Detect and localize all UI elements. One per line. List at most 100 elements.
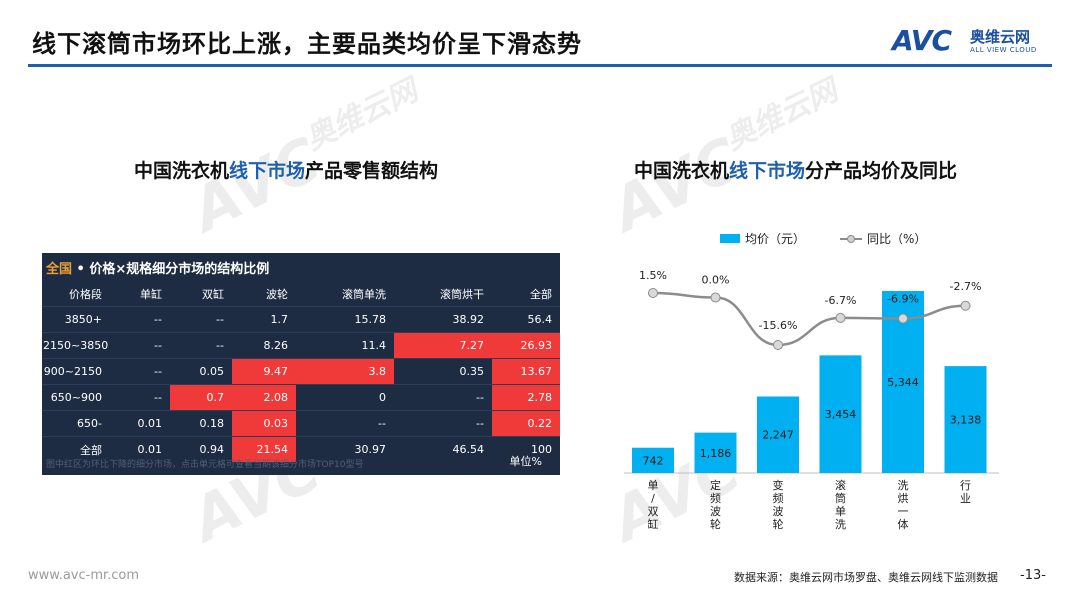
title-divider xyxy=(28,64,1052,67)
table-cell[interactable]: 0.35 xyxy=(394,358,492,385)
bar xyxy=(944,366,987,473)
footer-url[interactable]: www.avc-mr.com xyxy=(28,568,140,583)
table-cell[interactable]: 0.94 xyxy=(170,436,232,462)
table-cell[interactable]: -- xyxy=(394,384,492,411)
table-cell[interactable]: 30.97 xyxy=(296,436,394,462)
col-header: 价格段 xyxy=(69,287,102,301)
brand-logo[interactable]: AVC 奥维云网 ALL VIEW CLOUD xyxy=(892,24,1052,58)
right-chart-title: 中国洗衣机线下市场分产品均价及同比 xyxy=(634,156,957,183)
table-row: 2150~3850 -- -- 8.26 11.4 7.27 26.93 xyxy=(42,332,560,359)
logo-cn-text: 奥维云网 xyxy=(970,28,1031,46)
table-cell[interactable]: 0.05 xyxy=(170,358,232,385)
table-cell[interactable]: 21.54 xyxy=(232,436,296,462)
yoy-value-label: 1.5% xyxy=(639,269,667,282)
legend-label-line: 同比（%） xyxy=(867,232,926,246)
yoy-value-label: 0.0% xyxy=(702,274,730,287)
col-header: 全部 xyxy=(530,287,552,301)
table-cell[interactable]: 38.92 xyxy=(394,306,492,333)
table-cell[interactable]: 11.4 xyxy=(296,332,394,359)
table-row: 3850+ -- -- 1.7 15.78 38.92 56.4 xyxy=(42,306,560,333)
yoy-point xyxy=(710,292,721,303)
table-row: 650~900 -- 0.7 2.08 0 -- 2.78 xyxy=(42,384,560,411)
table-cell[interactable]: 0 xyxy=(296,384,394,411)
table-header-row: 价格段 单缸 双缸 波轮 滚筒单洗 滚筒烘干 全部 xyxy=(42,281,560,307)
watermark-logo: 奥维云网 xyxy=(299,73,424,158)
x-tick-label: 行业 xyxy=(960,479,971,505)
yoy-point xyxy=(960,300,971,311)
col-header: 双缸 xyxy=(202,287,224,301)
table-cell[interactable]: -- xyxy=(394,410,492,437)
legend-marker-line xyxy=(847,235,855,243)
table-footnote: 图中红区为环比下降的细分市场，点击单元格可查看当期该细分市场TOP10型号 xyxy=(46,460,364,470)
panel-title-text: • 价格×规格细分市场的结构比例 xyxy=(72,262,270,277)
bar xyxy=(757,396,799,473)
x-tick-label: 定频波轮 xyxy=(710,478,721,531)
yoy-point xyxy=(835,312,846,323)
yoy-value-label: -6.9% xyxy=(887,293,919,306)
page-number: -13- xyxy=(1020,568,1046,583)
x-tick-label: 滚筒单洗 xyxy=(835,478,846,531)
table-cell[interactable]: 46.54 xyxy=(394,436,492,462)
table-cell[interactable]: -- xyxy=(110,306,170,333)
bar xyxy=(819,355,862,473)
row-label: 900~2150 xyxy=(42,358,110,385)
table-unit: 单位% xyxy=(509,455,542,468)
structure-table: 价格段 单缸 双缸 波轮 滚筒单洗 滚筒烘干 全部 3850+ -- -- 1.7 15… xyxy=(42,281,560,462)
logo-en-text: ALL VIEW CLOUD xyxy=(970,46,1037,54)
table-cell[interactable]: -- xyxy=(110,384,170,411)
table-cell[interactable]: 7.27 xyxy=(394,332,492,359)
x-tick-label: 变频波轮 xyxy=(773,478,784,531)
bar xyxy=(632,447,674,473)
row-label: 650- xyxy=(42,410,110,437)
legend-swatch-bar xyxy=(720,234,740,243)
table-cell[interactable]: 26.93 xyxy=(492,332,560,359)
logo-mark: AVC xyxy=(892,24,952,57)
x-tick-label: 洗烘一体 xyxy=(898,479,909,531)
table-cell[interactable]: 0.01 xyxy=(110,410,170,437)
table-cell[interactable]: 15.78 xyxy=(296,306,394,333)
table-cell[interactable]: -- xyxy=(110,358,170,385)
table-row: 650- 0.01 0.18 0.03 -- -- 0.22 xyxy=(42,410,560,437)
table-cell[interactable]: 56.4 xyxy=(492,306,560,333)
left-title-highlight: 线下市场 xyxy=(229,160,306,182)
row-label: 2150~3850 xyxy=(42,332,110,359)
bar-value-label: 2,247 xyxy=(762,429,794,442)
table-cell[interactable]: 100 xyxy=(492,436,560,462)
table-cell[interactable]: -- xyxy=(296,410,394,437)
row-label: 650~900 xyxy=(42,384,110,411)
yoy-point xyxy=(898,313,908,324)
right-title-pre: 中国洗衣机 xyxy=(634,160,730,182)
table-cell[interactable]: 2.78 xyxy=(492,384,560,411)
table-cell[interactable]: 0.03 xyxy=(232,410,296,437)
bar-value-label: 3,138 xyxy=(950,414,982,427)
left-title-pre: 中国洗衣机 xyxy=(134,160,230,182)
col-header: 单缸 xyxy=(140,287,162,301)
watermark-logo: AVC xyxy=(181,124,332,246)
left-title-post: 产品零售额结构 xyxy=(305,160,439,182)
table-cell[interactable]: -- xyxy=(110,332,170,359)
x-tick-label: 单/双缸 xyxy=(648,479,659,531)
yoy-point xyxy=(773,340,783,350)
table-cell[interactable]: -- xyxy=(170,332,232,359)
table-cell[interactable]: 2.08 xyxy=(232,384,296,411)
table-cell[interactable]: 0.22 xyxy=(492,410,560,437)
table-cell[interactable]: -- xyxy=(170,306,232,333)
table-row: 900~2150 -- 0.05 9.47 3.8 0.35 13.67 xyxy=(42,358,560,385)
table-cell[interactable]: 1.7 xyxy=(232,306,296,333)
table-cell[interactable]: 8.26 xyxy=(232,332,296,359)
bar-value-label: 3,454 xyxy=(825,408,857,421)
panel-title: 全国 • 价格×规格细分市场的结构比例 xyxy=(46,258,269,277)
panel-title-scope[interactable]: 全国 xyxy=(46,262,73,277)
table-cell[interactable]: 9.47 xyxy=(232,358,296,385)
table-cell[interactable]: 13.67 xyxy=(492,358,560,385)
table-cell[interactable]: 0.18 xyxy=(170,410,232,437)
bar-value-label: 5,344 xyxy=(887,376,919,389)
yoy-value-label: -2.7% xyxy=(950,280,982,293)
bar xyxy=(694,432,737,473)
table-cell[interactable]: 0.7 xyxy=(170,384,232,411)
table-cell[interactable]: 3.8 xyxy=(296,358,394,385)
row-label: 全部 xyxy=(42,436,110,462)
table-cell[interactable]: 0.01 xyxy=(110,436,170,462)
yoy-value-label: -6.7% xyxy=(825,294,857,307)
right-title-highlight: 线下市场 xyxy=(729,160,806,182)
